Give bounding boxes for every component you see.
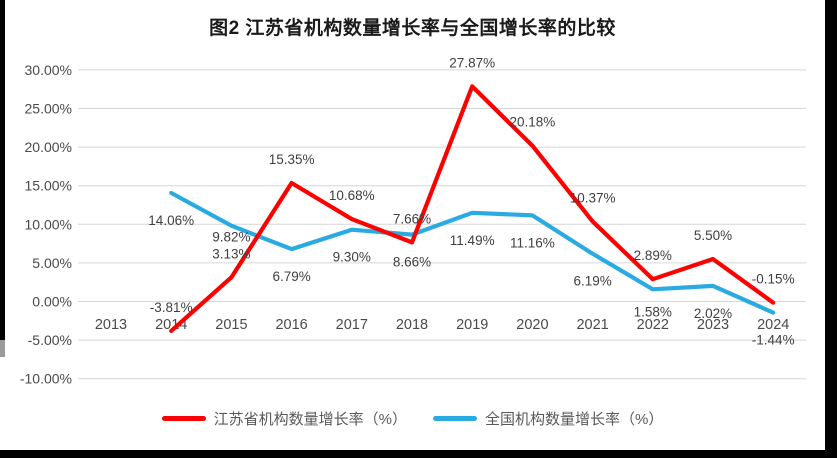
y-tick-label: 30.00% — [25, 62, 72, 78]
photo-frame-left-tail — [0, 340, 5, 357]
legend-item-national: 全国机构数量增长率（%） — [433, 408, 663, 429]
photo-frame-right — [825, 0, 837, 458]
legend-item-jiangsu: 江苏省机构数量增长率（%） — [161, 408, 407, 429]
data-label-national: -1.44% — [752, 333, 795, 348]
photo-frame-bottom — [0, 450, 837, 458]
series-line-jiangsu — [169, 84, 776, 334]
data-label-jiangsu: 10.68% — [329, 188, 375, 203]
y-tick-label: 10.00% — [25, 216, 72, 232]
data-label-national: 8.66% — [393, 255, 431, 270]
data-label-national: 11.16% — [510, 235, 555, 250]
data-label-jiangsu: -3.81% — [150, 300, 193, 315]
y-tick-label: 25.00% — [25, 101, 72, 117]
data-label-jiangsu: 5.50% — [694, 228, 732, 243]
data-label-jiangsu: -0.15% — [752, 272, 795, 287]
x-tick-label: 2016 — [275, 317, 307, 333]
chart-title: 图2 江苏省机构数量增长率与全国增长率的比较 — [209, 18, 616, 39]
y-tick-label: -5.00% — [28, 332, 72, 348]
data-label-jiangsu: 3.13% — [212, 246, 250, 261]
data-label-jiangsu: 27.87% — [449, 55, 495, 70]
legend-line-jiangsu-icon — [161, 416, 206, 421]
photo-frame-left — [0, 0, 5, 340]
data-label-national: 1.58% — [634, 304, 672, 319]
x-tick-label: 2022 — [637, 317, 669, 333]
x-tick-label: 2021 — [576, 317, 608, 333]
x-tick-label: 2020 — [516, 317, 548, 333]
y-tick-label: 0.00% — [32, 294, 72, 310]
data-label-national: 6.79% — [272, 269, 310, 284]
x-tick-label: 2023 — [697, 317, 729, 333]
x-tick-label: 2024 — [757, 317, 789, 333]
data-label-national: 9.30% — [333, 250, 371, 265]
y-tick-label: 20.00% — [25, 139, 72, 155]
data-label-national: 2.02% — [694, 306, 732, 321]
data-label-national: 11.49% — [450, 233, 495, 248]
legend-line-national-icon — [433, 416, 477, 421]
y-tick-label: 5.00% — [32, 255, 72, 271]
y-tick-label: 15.00% — [25, 178, 72, 194]
x-tick-label: 2017 — [336, 317, 368, 333]
data-label-national: 14.06% — [148, 213, 194, 228]
data-label-national: 9.82% — [212, 230, 250, 245]
data-label-jiangsu: 20.18% — [510, 115, 556, 130]
series-line-national — [169, 190, 776, 315]
data-label-jiangsu: 2.89% — [634, 248, 672, 263]
x-tick-label: 2019 — [456, 317, 488, 333]
data-label-jiangsu: 15.35% — [269, 152, 315, 167]
chart-legend: 江苏省机构数量增长率（%） 全国机构数量增长率（%） — [0, 408, 825, 429]
x-tick-label: 2018 — [396, 317, 428, 333]
data-label-national: 6.19% — [573, 274, 611, 289]
x-tick-label: 2013 — [95, 317, 127, 333]
x-tick-label: 2015 — [215, 317, 247, 333]
legend-label-national: 全国机构数量增长率（%） — [485, 411, 664, 428]
legend-label-jiangsu: 江苏省机构数量增长率（%） — [213, 411, 407, 428]
data-label-jiangsu: 10.37% — [570, 190, 616, 205]
data-label-jiangsu: 7.66% — [393, 211, 431, 226]
y-tick-label: -10.00% — [20, 371, 72, 387]
